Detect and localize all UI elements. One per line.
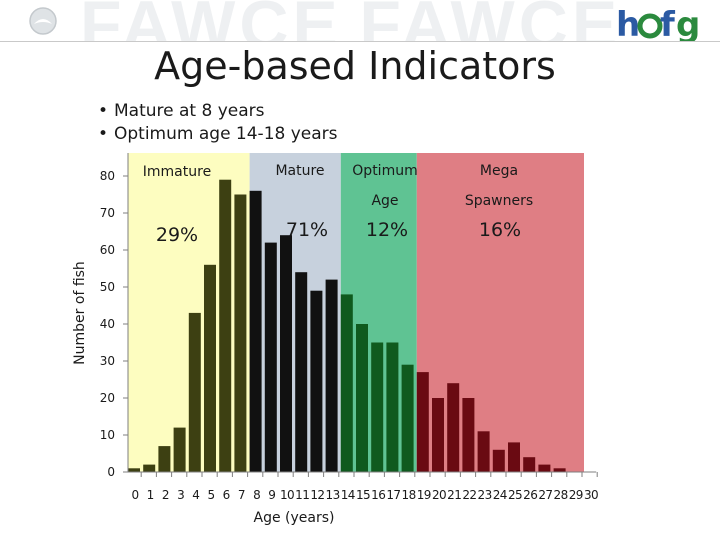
bar-age-8 <box>249 190 262 473</box>
x-tick-label: 22 <box>462 488 476 502</box>
bar-age-5 <box>204 264 216 472</box>
page-title: Age-based Indicators <box>154 44 556 88</box>
region-percent-0: 29% <box>156 224 198 246</box>
y-tick-label: 10 <box>100 428 115 442</box>
region-label-0: Immature <box>143 164 211 180</box>
bar-age-11 <box>295 272 308 472</box>
region-background-3 <box>416 153 584 472</box>
x-tick-label: 8 <box>253 488 260 502</box>
region-percent-3: 16% <box>479 219 521 241</box>
x-tick-label: 20 <box>432 488 446 502</box>
x-tick-label: 17 <box>386 488 400 502</box>
y-tick-label: 80 <box>100 169 115 183</box>
y-tick-label: 50 <box>100 280 115 294</box>
x-axis-label: Age (years) <box>254 510 335 526</box>
x-tick-label: 26 <box>523 488 537 502</box>
bar-age-24 <box>492 449 505 472</box>
bar-age-3 <box>173 427 186 472</box>
bullet-list: Mature at 8 years Optimum age 14-18 year… <box>98 100 338 146</box>
x-tick-label: 16 <box>371 488 385 502</box>
x-tick-label: 3 <box>177 488 184 502</box>
x-tick-label: 18 <box>402 488 416 502</box>
bar-age-28 <box>553 468 566 472</box>
y-tick-label: 30 <box>100 354 115 368</box>
x-tick-label: 11 <box>295 488 309 502</box>
bar-age-6 <box>219 179 232 472</box>
svg-text:f: f <box>660 5 676 42</box>
x-tick-label: 5 <box>207 488 214 502</box>
bar-age-25 <box>508 442 520 472</box>
x-tick-label: 29 <box>569 488 583 502</box>
x-tick-label: 28 <box>554 488 568 502</box>
bar-age-15 <box>356 324 368 472</box>
bar-age-14 <box>340 294 353 472</box>
x-tick-label: 15 <box>356 488 370 502</box>
hofg-logo-icon: h f g <box>616 5 700 42</box>
watermark-logo: FAWCE FAWCE <box>80 0 622 42</box>
region-sublabel-3: Spawners <box>465 193 533 209</box>
agency-seal-icon <box>29 7 57 35</box>
bar-age-20 <box>432 398 444 472</box>
bar-age-23 <box>477 431 490 472</box>
y-axis-label: Number of fish <box>72 261 88 365</box>
x-tick-label: 0 <box>131 488 138 502</box>
region-sublabel-2: Age <box>371 193 398 209</box>
x-tick-label: 21 <box>447 488 461 502</box>
header-divider <box>0 41 720 42</box>
x-tick-label: 9 <box>268 488 275 502</box>
x-tick-label: 13 <box>326 488 340 502</box>
bar-age-9 <box>264 242 277 472</box>
x-tick-label: 2 <box>162 488 169 502</box>
region-percent-1: 71% <box>286 219 328 241</box>
x-tick-label: 25 <box>508 488 522 502</box>
bar-age-7 <box>234 194 247 472</box>
bar-age-10 <box>280 235 292 472</box>
x-tick-label: 10 <box>280 488 294 502</box>
y-tick-label: 20 <box>100 391 115 405</box>
bar-age-2 <box>158 446 171 472</box>
bar-age-12 <box>310 290 323 472</box>
region-percent-2: 12% <box>366 219 408 241</box>
y-tick-label: 40 <box>100 317 115 331</box>
svg-text:g: g <box>676 5 700 42</box>
bar-age-22 <box>462 398 475 472</box>
x-tick-label: 27 <box>538 488 552 502</box>
bullet-item: Optimum age 14-18 years <box>98 123 338 146</box>
y-tick-label: 60 <box>100 243 115 257</box>
bar-age-18 <box>401 364 414 472</box>
bar-age-17 <box>386 342 399 472</box>
bar-age-19 <box>416 372 429 472</box>
x-tick-label: 6 <box>223 488 230 502</box>
bar-age-27 <box>538 464 551 472</box>
region-label-3: Mega <box>480 163 518 179</box>
bar-age-0 <box>128 468 140 472</box>
bar-age-1 <box>143 464 156 472</box>
bar-age-13 <box>325 279 338 472</box>
y-tick-label: 0 <box>107 465 115 479</box>
header-band: FAWCE FAWCE h f g <box>0 0 720 42</box>
bar-age-4 <box>188 312 201 472</box>
x-tick-label: 7 <box>238 488 245 502</box>
x-tick-label: 1 <box>147 488 154 502</box>
y-tick-label: 70 <box>100 206 115 220</box>
bar-age-16 <box>371 342 384 472</box>
svg-text:h: h <box>616 5 640 42</box>
region-label-2: Optimum <box>352 163 417 179</box>
x-tick-label: 12 <box>310 488 324 502</box>
x-tick-label: 24 <box>493 488 507 502</box>
x-tick-label: 23 <box>478 488 492 502</box>
bar-age-21 <box>447 383 460 472</box>
x-tick-label: 14 <box>341 488 355 502</box>
bar-age-26 <box>523 457 536 472</box>
bullet-item: Mature at 8 years <box>98 100 338 123</box>
region-label-1: Mature <box>275 163 324 179</box>
x-tick-label: 4 <box>192 488 199 502</box>
x-tick-label: 19 <box>417 488 431 502</box>
x-tick-label: 30 <box>584 488 598 502</box>
